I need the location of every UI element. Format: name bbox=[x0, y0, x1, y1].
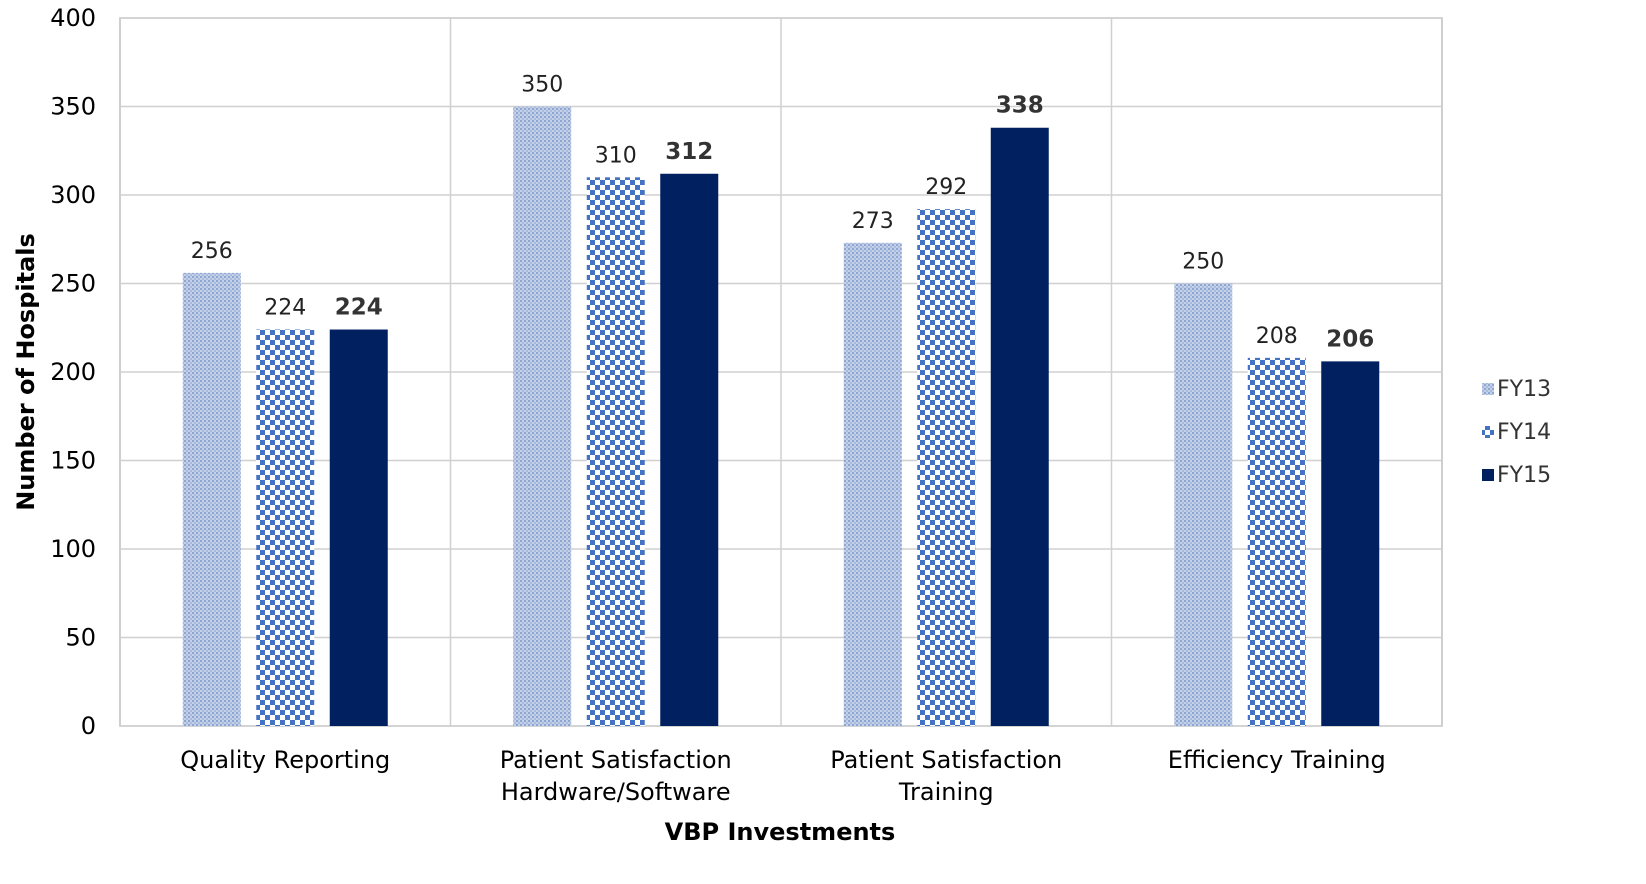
data-label: 312 bbox=[665, 139, 713, 165]
bar-fy14 bbox=[1247, 357, 1306, 726]
y-axis-label: Number of Hospitals bbox=[12, 233, 40, 511]
y-tick-label: 150 bbox=[50, 447, 96, 475]
data-label: 206 bbox=[1326, 326, 1374, 352]
data-label: 224 bbox=[335, 295, 383, 321]
x-axis-label: VBP Investments bbox=[665, 818, 896, 846]
x-axis-categories: Quality Reporting Patient Satisfaction Har… bbox=[180, 746, 1386, 806]
y-tick-label: 250 bbox=[50, 270, 96, 298]
data-labels: 256 224 224 350 310 312 273 292 338 250 208 206 bbox=[191, 73, 1375, 353]
bar-fy14 bbox=[917, 209, 976, 726]
data-label: 338 bbox=[996, 93, 1044, 119]
bar-fy13 bbox=[843, 242, 902, 727]
x-tick-label: Quality Reporting bbox=[180, 746, 390, 774]
data-label: 273 bbox=[852, 209, 894, 234]
legend: FY13 FY14 FY15 bbox=[1482, 377, 1551, 488]
y-tick-label: 0 bbox=[81, 712, 96, 740]
legend-swatch-fy13 bbox=[1482, 383, 1494, 395]
data-label: 292 bbox=[925, 175, 967, 200]
x-tick-label: Hardware/Software bbox=[501, 778, 731, 806]
x-tick-label: Training bbox=[898, 778, 994, 806]
bar-fy13 bbox=[513, 106, 572, 726]
legend-swatch-fy15 bbox=[1482, 469, 1494, 481]
y-tick-label: 100 bbox=[50, 535, 96, 563]
bar-fy14 bbox=[256, 329, 315, 726]
bar-fy14 bbox=[586, 177, 645, 727]
x-tick-label: Efficiency Training bbox=[1168, 746, 1386, 774]
gridlines bbox=[119, 17, 1443, 727]
legend-label-fy15: FY15 bbox=[1497, 463, 1551, 488]
data-label: 250 bbox=[1182, 250, 1224, 275]
y-tick-label: 200 bbox=[50, 358, 96, 386]
data-label: 208 bbox=[1256, 324, 1298, 349]
bars bbox=[182, 106, 1380, 727]
y-tick-label: 300 bbox=[50, 181, 96, 209]
bar-fy13 bbox=[1174, 283, 1233, 726]
bar-fy15 bbox=[1321, 361, 1380, 726]
legend-swatch-fy14 bbox=[1482, 426, 1494, 438]
y-axis-ticks: 0 50 100 150 200 250 300 350 400 bbox=[50, 4, 96, 740]
data-label: 224 bbox=[264, 296, 306, 321]
x-tick-label: Patient Satisfaction bbox=[830, 746, 1062, 774]
bar-fy13 bbox=[182, 272, 241, 726]
data-label: 350 bbox=[521, 73, 563, 98]
bar-fy15 bbox=[990, 127, 1049, 727]
y-tick-label: 400 bbox=[50, 4, 96, 32]
x-tick-label: Patient Satisfaction bbox=[500, 746, 732, 774]
legend-label-fy13: FY13 bbox=[1497, 377, 1551, 402]
bar-fy15 bbox=[329, 329, 388, 726]
y-tick-label: 350 bbox=[50, 93, 96, 121]
data-label: 256 bbox=[191, 239, 233, 264]
y-tick-label: 50 bbox=[65, 624, 96, 652]
data-label: 310 bbox=[595, 143, 637, 168]
bar-fy15 bbox=[660, 173, 719, 726]
legend-label-fy14: FY14 bbox=[1497, 420, 1551, 445]
